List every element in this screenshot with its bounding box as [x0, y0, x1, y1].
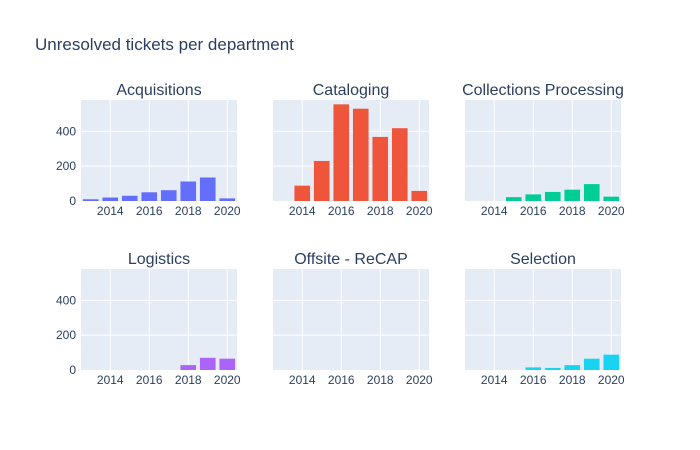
- panel-logistics: Logistics 2014 2016 2018 2020 0 200 400: [56, 251, 241, 387]
- x-tick-label: 2018: [559, 373, 586, 387]
- bar: [564, 189, 581, 201]
- x-tick-label: 2014: [481, 373, 508, 387]
- panel-cataloging: Cataloging 2014 2016 2018 2020: [273, 82, 433, 218]
- bar: [583, 184, 600, 201]
- x-tick-label: 2020: [598, 373, 625, 387]
- x-tick-label: 2016: [136, 373, 163, 387]
- y-tick-label: 0: [69, 194, 76, 208]
- bar: [333, 104, 350, 201]
- panel-acquisitions: Acquisitions 2014 2016 2018 2020 0 200 400: [56, 82, 241, 218]
- bar: [583, 358, 600, 370]
- plot-area: [81, 269, 237, 370]
- panel-title: Logistics: [128, 251, 190, 268]
- x-tick-label: 2018: [367, 373, 394, 387]
- x-tick-label: 2016: [328, 373, 355, 387]
- panel-offsite-recap: Offsite - ReCAP 2014 2016 2018 2020: [273, 251, 433, 387]
- bar: [505, 197, 522, 201]
- bar: [544, 367, 561, 370]
- x-tick-label: 2016: [520, 373, 547, 387]
- bar: [121, 195, 138, 201]
- y-tick-label: 200: [56, 328, 76, 342]
- bar: [603, 196, 620, 201]
- plot-area: [465, 269, 621, 370]
- panels: Acquisitions 2014 2016 2018 2020 0 200 400 Catal…: [56, 82, 625, 387]
- bar: [411, 190, 428, 201]
- bar: [219, 198, 236, 201]
- y-tick-label: 400: [56, 124, 76, 138]
- bar: [180, 365, 197, 370]
- bar: [102, 197, 119, 201]
- y-tick-label: 0: [69, 363, 76, 377]
- x-tick-label: 2020: [406, 204, 433, 218]
- bar: [199, 357, 216, 370]
- bar: [160, 190, 177, 201]
- plot-area: [273, 269, 429, 370]
- y-tick-label: 400: [56, 293, 76, 307]
- bar: [219, 358, 236, 370]
- panel-title: Cataloging: [313, 82, 390, 99]
- x-tick-label: 2020: [214, 373, 241, 387]
- x-tick-label: 2018: [175, 204, 202, 218]
- bar: [564, 365, 581, 370]
- bar: [141, 192, 158, 201]
- bar: [525, 194, 542, 201]
- x-tick-label: 2018: [559, 204, 586, 218]
- panel-title: Collections Processing: [462, 82, 624, 99]
- panel-collections-processing: Collections Processing 2014 2016 2018 2020: [462, 82, 625, 218]
- bar: [391, 128, 408, 201]
- x-tick-label: 2020: [406, 373, 433, 387]
- bar: [525, 367, 542, 370]
- panel-selection: Selection 2014 2016 2018 2020: [465, 251, 625, 387]
- panel-title: Acquisitions: [116, 82, 201, 99]
- panel-title: Selection: [510, 251, 576, 268]
- bar: [180, 181, 197, 201]
- y-tick-label: 200: [56, 159, 76, 173]
- x-tick-label: 2014: [481, 204, 508, 218]
- chart-title: Unresolved tickets per department: [35, 35, 294, 54]
- bar: [603, 354, 620, 370]
- bar: [199, 177, 216, 201]
- x-tick-label: 2020: [214, 204, 241, 218]
- x-tick-label: 2014: [97, 204, 124, 218]
- x-tick-label: 2018: [367, 204, 394, 218]
- bar: [294, 185, 311, 201]
- x-tick-label: 2016: [136, 204, 163, 218]
- bar: [82, 199, 99, 201]
- x-tick-label: 2016: [520, 204, 547, 218]
- bar: [352, 108, 369, 201]
- x-tick-label: 2014: [289, 204, 316, 218]
- bar: [372, 136, 389, 201]
- x-tick-label: 2014: [289, 373, 316, 387]
- x-tick-label: 2018: [175, 373, 202, 387]
- x-tick-label: 2014: [97, 373, 124, 387]
- bar: [544, 191, 561, 201]
- bar: [313, 160, 330, 201]
- x-tick-label: 2016: [328, 204, 355, 218]
- panel-title: Offsite - ReCAP: [294, 251, 408, 268]
- x-tick-label: 2020: [598, 204, 625, 218]
